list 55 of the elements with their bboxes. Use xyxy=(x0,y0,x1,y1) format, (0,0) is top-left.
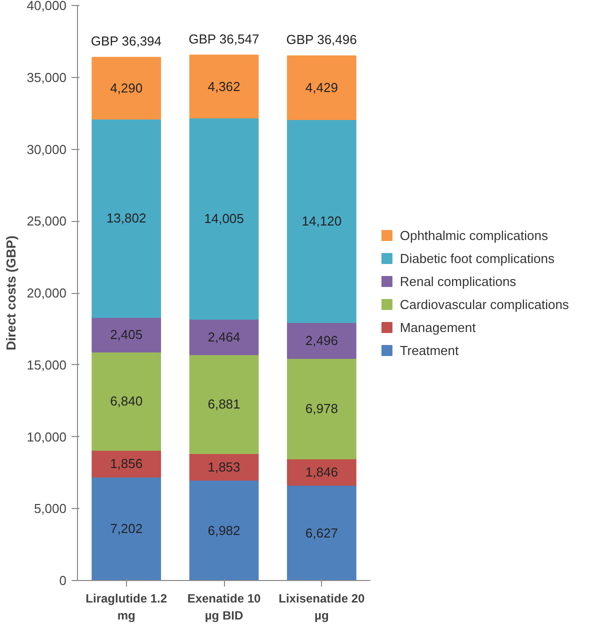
data-label: 13,802 xyxy=(106,210,146,226)
y-tick-label: 25,000 xyxy=(26,214,67,229)
total-label: GBP 36,496 xyxy=(286,32,357,48)
legend-label: Management xyxy=(400,320,476,335)
legend-label: Diabetic foot complications xyxy=(400,251,555,266)
bar xyxy=(92,476,162,580)
legend-label: Treatment xyxy=(400,343,459,358)
bar xyxy=(286,322,356,359)
data-label: 2,464 xyxy=(208,329,240,344)
bar xyxy=(189,354,259,454)
y-tick-label: 5,000 xyxy=(34,501,67,516)
bar xyxy=(286,55,356,120)
bar xyxy=(92,118,162,318)
y-axis-title: Direct costs (GBP) xyxy=(4,236,19,350)
y-tick-label: 30,000 xyxy=(26,142,67,157)
bar xyxy=(92,56,162,120)
legend-label: Ophthalmic complications xyxy=(400,228,548,243)
bar xyxy=(286,484,356,580)
data-label: 2,405 xyxy=(110,327,143,342)
total-label: GBP 36,394 xyxy=(90,34,162,49)
data-label: 6,627 xyxy=(305,525,338,540)
bar xyxy=(189,117,259,320)
bar xyxy=(189,318,259,356)
data-label: 1,846 xyxy=(305,464,338,480)
total-label: GBP 36,547 xyxy=(188,32,260,47)
bar xyxy=(92,351,162,451)
bar xyxy=(286,358,356,460)
data-label: 7,202 xyxy=(110,521,143,536)
x-tick-label: Exenatide 10 µg BID xyxy=(187,592,262,622)
y-tick-label: 0 xyxy=(59,573,67,588)
y-tick-label: 40,000 xyxy=(26,0,67,13)
data-label: 6,982 xyxy=(208,522,240,538)
data-label: 6,881 xyxy=(208,396,240,412)
x-tick-label: Lixisenatide 20 µg xyxy=(278,592,366,622)
data-label: 2,496 xyxy=(305,332,338,348)
legend-label: Cardiovascular complications xyxy=(400,297,570,312)
data-label: 1,853 xyxy=(208,459,240,474)
bar xyxy=(189,480,259,580)
data-label: 6,978 xyxy=(305,401,338,416)
y-tick-label: 35,000 xyxy=(26,70,67,85)
bar xyxy=(286,119,356,324)
data-label: 4,290 xyxy=(110,80,143,96)
data-label: 1,856 xyxy=(110,456,143,472)
x-tick-label: Liraglutide 1.2 mg xyxy=(86,592,168,622)
bar xyxy=(92,316,162,352)
legend-label: Renal complications xyxy=(400,274,517,289)
y-tick-label: 20,000 xyxy=(26,286,67,300)
data-label: 14,120 xyxy=(302,214,342,229)
data-label: 14,005 xyxy=(204,211,244,226)
y-tick-label: 10,000 xyxy=(26,429,67,444)
bar xyxy=(189,54,259,118)
data-label: 4,429 xyxy=(305,80,338,96)
y-tick-label: 15,000 xyxy=(26,357,67,372)
data-label: 6,840 xyxy=(110,394,143,409)
data-label: 4,362 xyxy=(208,78,240,94)
